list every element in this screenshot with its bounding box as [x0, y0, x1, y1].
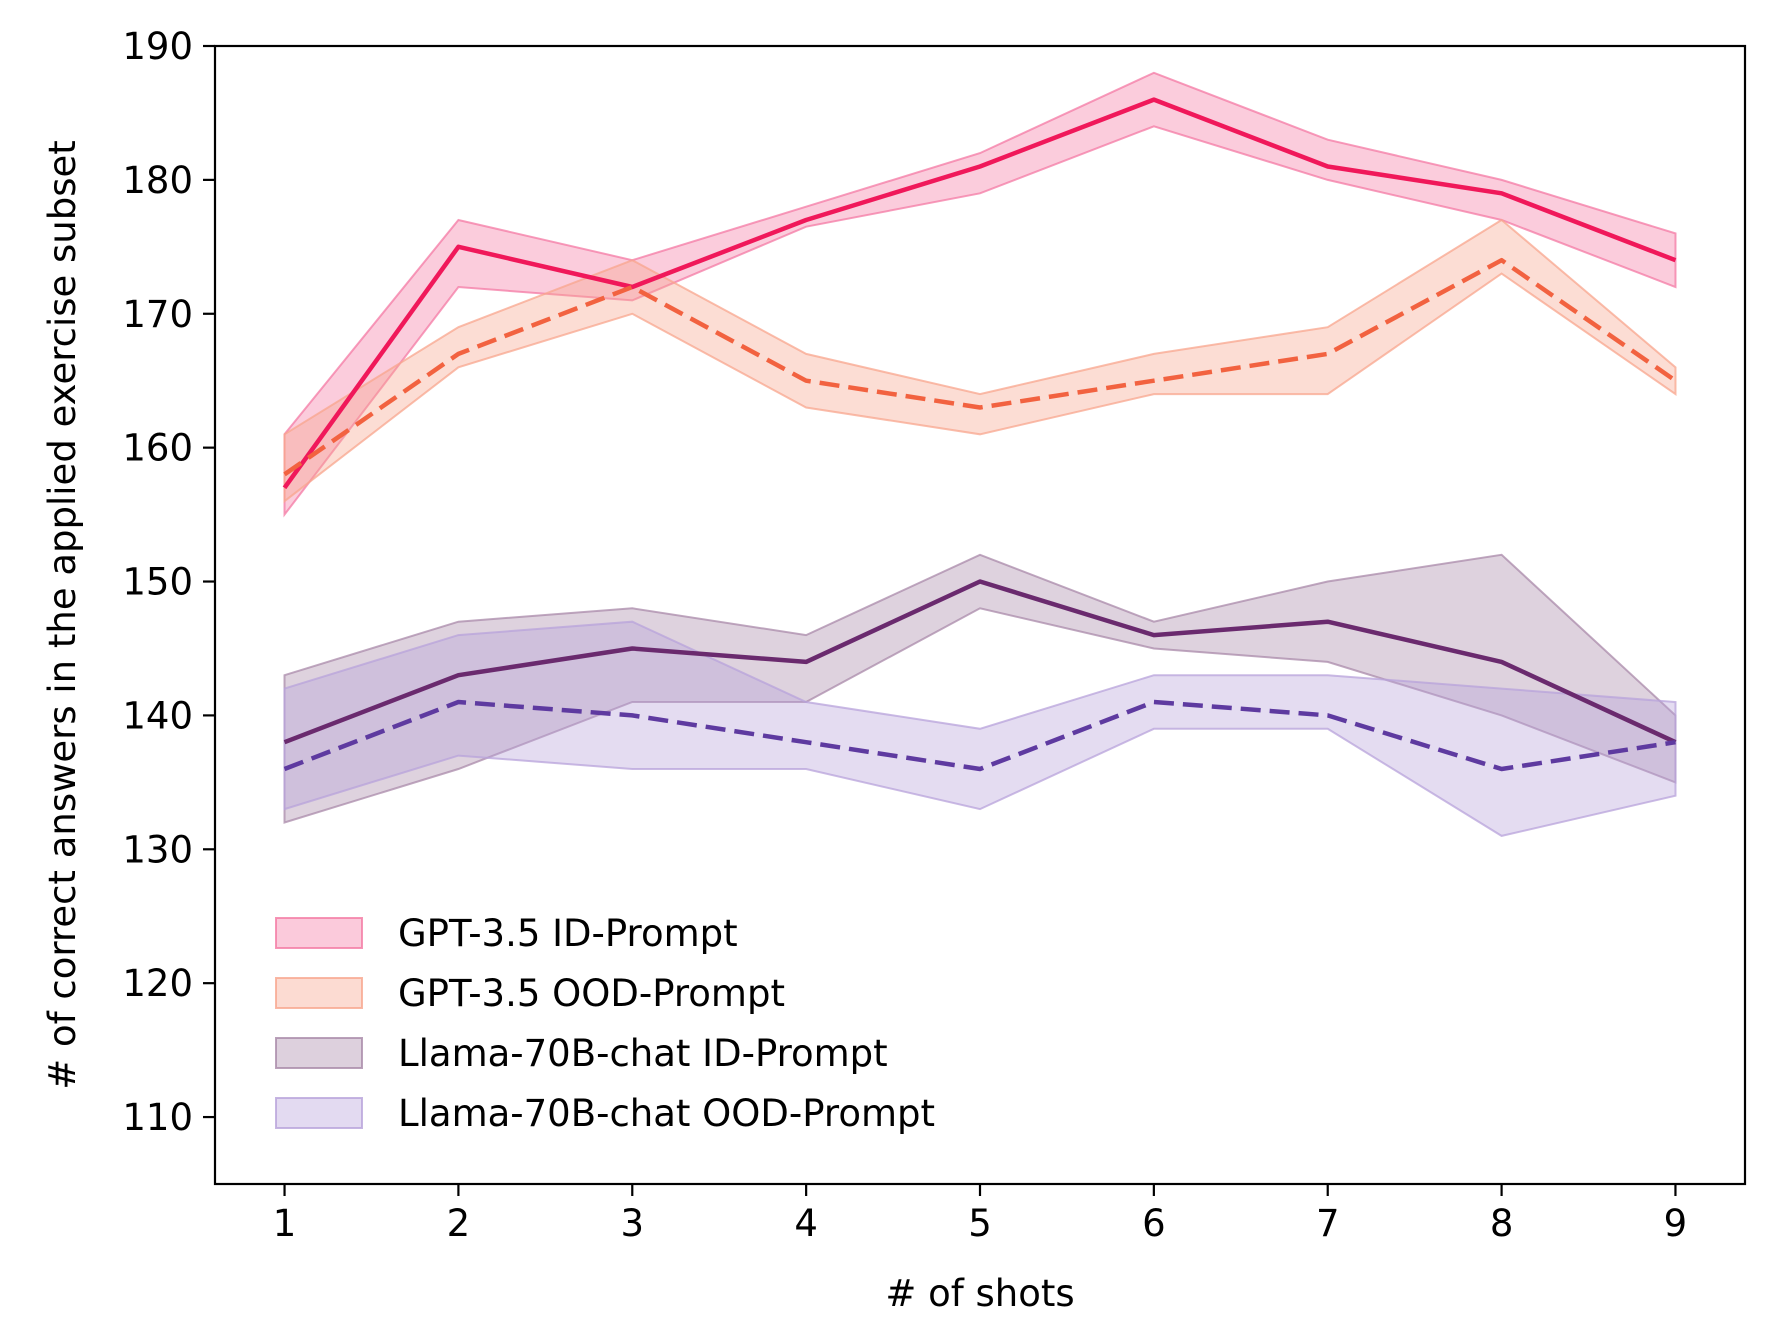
x-axis-ticks: 1 2 3 4 5 6 7 8 9 — [273, 1184, 1687, 1245]
legend-label-1: GPT-3.5 ID-Prompt — [398, 912, 738, 955]
x-tick-label: 9 — [1664, 1202, 1688, 1245]
legend-label-3: Llama-70B-chat ID-Prompt — [398, 1032, 888, 1075]
x-tick-label: 8 — [1490, 1202, 1514, 1245]
x-tick-label: 7 — [1316, 1202, 1340, 1245]
series-lines — [282, 97, 1677, 772]
x-tick-label: 6 — [1142, 1202, 1166, 1245]
x-tick-label: 3 — [620, 1202, 644, 1245]
band-series-2 — [283, 218, 1677, 504]
x-tick-label: 5 — [968, 1202, 992, 1245]
legend-swatch-1 — [275, 917, 363, 949]
y-tick-label: 150 — [122, 561, 193, 604]
legend: GPT-3.5 ID-Prompt GPT-3.5 OOD-Prompt Llama… — [275, 912, 935, 1135]
legend-swatch-4 — [275, 1097, 363, 1129]
legend-swatch-3 — [275, 1037, 363, 1069]
legend-label-2: GPT-3.5 OOD-Prompt — [398, 972, 785, 1015]
y-axis-label: # of correct answers in the applied exer… — [41, 140, 84, 1090]
x-axis-label: # of shots — [885, 1272, 1074, 1315]
band-series-4 — [283, 620, 1677, 837]
x-tick-label: 2 — [447, 1202, 471, 1245]
x-tick-label: 4 — [794, 1202, 818, 1245]
line-series-2 — [283, 257, 1677, 477]
x-tick-label: 1 — [273, 1202, 297, 1245]
y-tick-label: 130 — [122, 828, 193, 871]
y-tick-label: 110 — [122, 1096, 193, 1139]
y-tick-label: 140 — [122, 694, 193, 737]
y-tick-label: 160 — [122, 427, 193, 470]
y-tick-label: 180 — [122, 159, 193, 202]
y-axis-ticks: 110 120 130 140 150 160 170 180 190 — [122, 25, 215, 1139]
legend-label-4: Llama-70B-chat OOD-Prompt — [398, 1092, 935, 1135]
y-tick-label: 190 — [122, 25, 193, 68]
line-series-3 — [283, 579, 1677, 745]
line-series-4 — [283, 699, 1676, 772]
legend-swatch-2 — [275, 977, 363, 1009]
band-series-1 — [283, 71, 1677, 518]
y-tick-label: 120 — [122, 962, 193, 1005]
line-series-1 — [282, 97, 1677, 490]
y-tick-label: 170 — [122, 293, 193, 336]
